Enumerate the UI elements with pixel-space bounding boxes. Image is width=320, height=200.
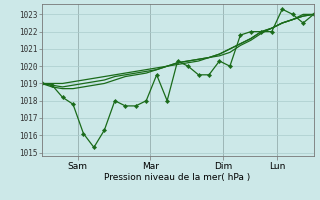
X-axis label: Pression niveau de la mer( hPa ): Pression niveau de la mer( hPa )	[104, 173, 251, 182]
